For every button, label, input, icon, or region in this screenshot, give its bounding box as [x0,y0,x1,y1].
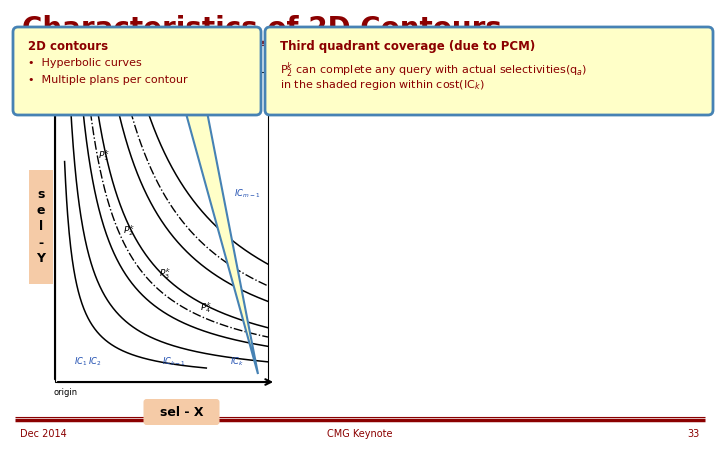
Text: $IC_k$: $IC_k$ [230,356,243,369]
Text: •  Hyperbolic curves: • Hyperbolic curves [28,58,142,68]
Bar [55,72,268,382]
FancyBboxPatch shape [29,170,53,284]
Text: •  Multiple plans per contour: • Multiple plans per contour [28,75,188,85]
Text: Dec 2014: Dec 2014 [20,429,67,439]
FancyBboxPatch shape [143,399,220,425]
Text: 33: 33 [688,429,700,439]
Text: $P_1^k$: $P_1^k$ [98,148,109,163]
Text: Characteristics of 2D Contours: Characteristics of 2D Contours [22,15,502,43]
Text: $IC_{m-1}$: $IC_{m-1}$ [234,187,260,199]
Text: s
e
l
-
Y: s e l - Y [37,189,45,266]
Text: origin: origin [53,388,77,397]
Text: Third quadrant coverage (due to PCM): Third quadrant coverage (due to PCM) [280,40,535,53]
Text: $P_2^k$: $P_2^k$ [123,223,135,238]
Polygon shape [163,32,258,374]
Text: $IC_2$: $IC_2$ [88,356,102,369]
Text: $IC_m$: $IC_m$ [238,91,254,104]
FancyBboxPatch shape [265,27,713,115]
Text: $IC_1$: $IC_1$ [73,356,87,369]
Text: in the shaded region within cost(IC$_k$): in the shaded region within cost(IC$_k$) [280,78,485,92]
Text: sel - X: sel - X [160,405,203,418]
Text: $IC_{k-1}$: $IC_{k-1}$ [161,356,186,369]
FancyBboxPatch shape [13,27,261,115]
Text: $P_3^k$: $P_3^k$ [159,266,171,281]
Text: 2D contours: 2D contours [28,40,108,53]
Text: $P_4^k$: $P_4^k$ [200,300,212,315]
Text: CMG Keynote: CMG Keynote [328,429,392,439]
Text: P$_2^k$ can complete any query with actual selectivities(q$_a$): P$_2^k$ can complete any query with actu… [280,60,587,80]
Bar [55,72,268,382]
